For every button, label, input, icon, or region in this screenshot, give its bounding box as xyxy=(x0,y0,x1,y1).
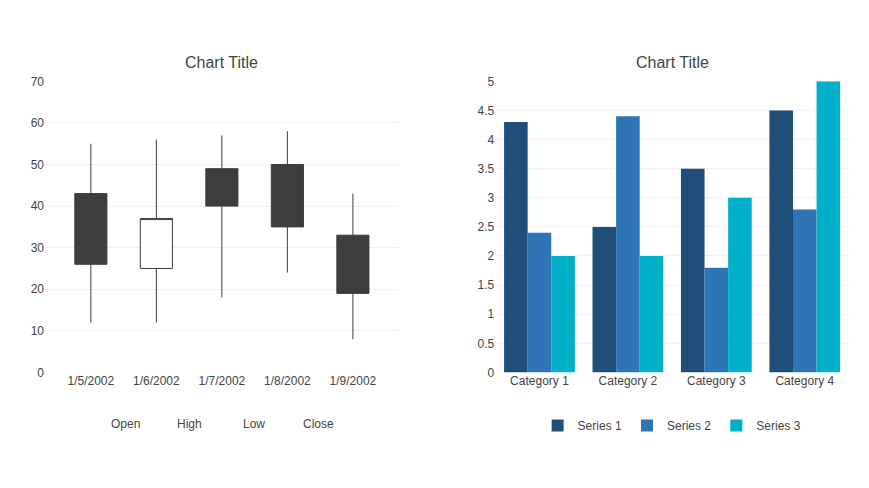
svg-text:Category 4: Category 4 xyxy=(775,374,834,388)
svg-text:1/7/2002: 1/7/2002 xyxy=(199,374,246,388)
svg-text:High: High xyxy=(177,417,202,431)
svg-text:Category 1: Category 1 xyxy=(510,374,569,388)
svg-text:Chart Title: Chart Title xyxy=(185,54,258,71)
svg-text:70: 70 xyxy=(31,75,45,89)
svg-text:1/9/2002: 1/9/2002 xyxy=(330,374,377,388)
svg-text:Category 3: Category 3 xyxy=(687,374,746,388)
svg-text:1: 1 xyxy=(488,307,495,321)
svg-text:10: 10 xyxy=(31,324,45,338)
svg-text:Chart Title: Chart Title xyxy=(636,54,709,71)
svg-text:Open: Open xyxy=(111,417,140,431)
svg-text:4.5: 4.5 xyxy=(478,104,495,118)
svg-text:0.5: 0.5 xyxy=(478,337,495,351)
svg-text:30: 30 xyxy=(31,241,45,255)
svg-text:Category 2: Category 2 xyxy=(599,374,658,388)
svg-text:40: 40 xyxy=(31,199,45,213)
svg-text:Series 3: Series 3 xyxy=(756,419,800,433)
svg-text:1/5/2002: 1/5/2002 xyxy=(68,374,115,388)
svg-text:2.5: 2.5 xyxy=(478,220,495,234)
svg-text:1.5: 1.5 xyxy=(478,278,495,292)
svg-text:0: 0 xyxy=(488,366,495,380)
svg-text:1/8/2002: 1/8/2002 xyxy=(264,374,311,388)
svg-text:Low: Low xyxy=(243,417,265,431)
svg-text:50: 50 xyxy=(31,158,45,172)
svg-text:20: 20 xyxy=(31,282,45,296)
svg-text:Series 1: Series 1 xyxy=(578,419,622,433)
svg-text:Close: Close xyxy=(303,417,334,431)
svg-text:1/6/2002: 1/6/2002 xyxy=(133,374,180,388)
svg-text:5: 5 xyxy=(488,75,495,89)
svg-text:3.5: 3.5 xyxy=(478,162,495,176)
svg-text:0: 0 xyxy=(37,366,44,380)
svg-text:4: 4 xyxy=(488,133,495,147)
svg-text:3: 3 xyxy=(488,191,495,205)
svg-text:Series 2: Series 2 xyxy=(667,419,711,433)
svg-text:2: 2 xyxy=(488,249,495,263)
svg-text:60: 60 xyxy=(31,116,45,130)
